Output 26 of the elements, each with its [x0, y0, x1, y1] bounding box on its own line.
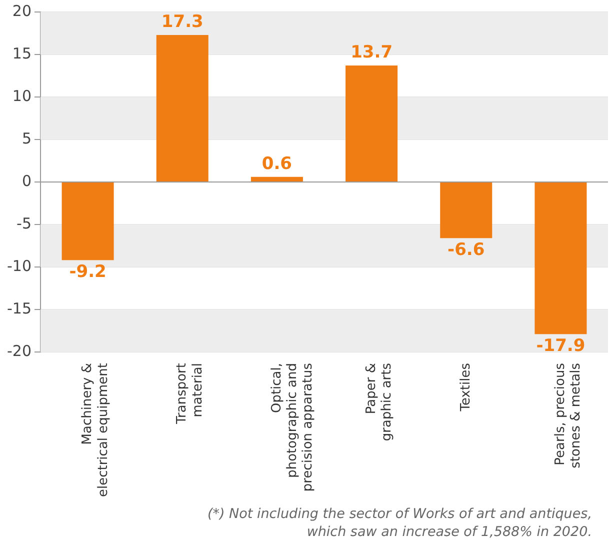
data-label: -17.9: [536, 336, 586, 356]
y-tick-label: 0: [22, 172, 32, 190]
bar: [250, 176, 303, 182]
x-tick-label: Pearls, precious stones & metals: [553, 362, 584, 468]
y-tick-label: 20: [12, 2, 32, 20]
bar: [62, 182, 114, 260]
bar: [440, 182, 492, 238]
data-label: -6.6: [448, 240, 485, 260]
bar: [156, 34, 208, 182]
text: (*) Not including the sector of Works of art and antiques, which saw an increase of 1,588% in 2020.: [206, 505, 592, 541]
data-label: 0.6: [262, 154, 292, 174]
data-label: -9.2: [69, 262, 106, 282]
y-tick-label: -15: [7, 299, 32, 318]
x-tick-label: Machinery & electrical equipment: [80, 362, 111, 498]
y-tick-label: -5: [16, 214, 32, 232]
bar: [346, 66, 398, 182]
y-tick-label: 15: [12, 44, 32, 62]
y-tick-label: -10: [7, 256, 32, 275]
data-label: 17.3: [161, 12, 204, 32]
data-label: 13.7: [350, 42, 393, 62]
x-tick-label: Textiles: [458, 362, 474, 412]
y-tick-label: -20: [7, 342, 32, 360]
y-tick-label: 10: [12, 86, 32, 105]
y-tick-label: 5: [22, 129, 32, 148]
bar: [534, 182, 587, 334]
x-tick-label: Transport material: [174, 362, 206, 425]
